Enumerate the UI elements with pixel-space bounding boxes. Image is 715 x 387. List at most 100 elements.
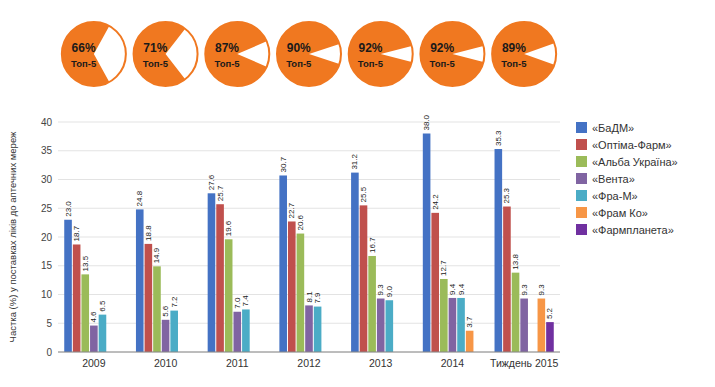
bar xyxy=(440,279,448,352)
data-label: 38.0 xyxy=(422,114,431,130)
data-label: 14.9 xyxy=(152,247,161,263)
pie-label: 66% xyxy=(72,41,96,55)
data-label: 3.7 xyxy=(465,316,474,328)
bar xyxy=(216,204,224,352)
data-label: 20.6 xyxy=(296,214,305,230)
data-label: 6.5 xyxy=(98,300,107,312)
bar xyxy=(233,312,241,352)
data-label: 31.2 xyxy=(350,153,359,169)
data-label: 18.7 xyxy=(72,225,81,241)
y-tick-label: 35 xyxy=(41,145,53,156)
y-axis-label: Частка (%) у поставках ліків до аптечних… xyxy=(7,131,18,342)
legend-label: «БаДМ» xyxy=(592,122,634,134)
bar xyxy=(314,307,322,352)
pie-wedge xyxy=(62,22,109,86)
x-tick-label: 2010 xyxy=(154,357,178,369)
data-label: 7.2 xyxy=(170,296,179,308)
bar xyxy=(73,244,81,352)
legend-label: «Альба Україна» xyxy=(592,156,678,168)
pie-label: 90% xyxy=(287,41,311,55)
bar xyxy=(423,134,431,353)
bar xyxy=(377,299,385,352)
legend-label: «Фра-М» xyxy=(592,190,638,202)
bar xyxy=(466,331,474,352)
pie-outline xyxy=(277,22,341,86)
pie-label: 87% xyxy=(215,41,239,55)
bar xyxy=(351,173,359,352)
grid-line xyxy=(58,352,560,353)
x-tick-label: Тиждень 2015 xyxy=(490,357,559,369)
pie-label: 92% xyxy=(358,41,382,55)
grid-line xyxy=(58,208,560,209)
legend-label: «Оптіма-Фарм» xyxy=(592,139,672,151)
grid-line xyxy=(58,237,560,238)
pie-label: 92% xyxy=(430,41,454,55)
data-label: 25.5 xyxy=(359,186,368,202)
pie-annotation: Топ-5 xyxy=(430,58,456,69)
bar xyxy=(360,205,368,352)
data-label: 7.4 xyxy=(241,295,250,307)
pie-annotation: Топ-5 xyxy=(286,58,312,69)
data-label: 13.8 xyxy=(511,254,520,270)
data-label: 35.3 xyxy=(494,130,503,146)
legend-swatch xyxy=(576,122,587,133)
pie-annotation: Топ-5 xyxy=(214,58,240,69)
legend-swatch xyxy=(576,190,587,201)
x-tick-label: 2014 xyxy=(441,357,465,369)
pie-annotation: Топ-5 xyxy=(501,58,527,69)
y-tick-label: 20 xyxy=(41,232,53,243)
y-tick-label: 25 xyxy=(41,203,53,214)
pie-outline xyxy=(420,22,484,86)
pie-wedge xyxy=(277,22,339,86)
pie-outline xyxy=(62,22,126,86)
pie-wedge xyxy=(349,22,412,86)
data-label: 23.0 xyxy=(64,201,73,217)
data-label: 16.7 xyxy=(368,237,377,253)
bar xyxy=(457,298,465,352)
grid-line xyxy=(58,265,560,266)
data-label: 18.8 xyxy=(144,225,153,241)
pie-label: 89% xyxy=(502,41,526,55)
bar xyxy=(279,175,287,352)
bar xyxy=(288,221,296,352)
legend-swatch xyxy=(576,207,587,218)
data-labels: 23.024.827.630.731.238.035.318.718.825.7… xyxy=(64,114,555,327)
pie-outline xyxy=(492,22,556,86)
pie-outline xyxy=(349,22,413,86)
pie-wedge xyxy=(492,22,554,86)
bar xyxy=(386,300,394,352)
legend-swatch xyxy=(576,224,587,235)
grid-line xyxy=(58,122,560,123)
data-label: 24.8 xyxy=(135,190,144,206)
bar xyxy=(162,320,170,352)
bar xyxy=(153,266,161,352)
data-label: 9.3 xyxy=(520,284,529,296)
data-label: 5.2 xyxy=(545,307,554,319)
bar xyxy=(520,299,528,352)
bar xyxy=(225,239,233,352)
bar xyxy=(90,326,98,352)
bar xyxy=(431,213,439,352)
bar xyxy=(503,207,511,352)
data-label: 9.0 xyxy=(385,286,394,298)
legend-label: «Вента» xyxy=(592,173,635,185)
data-label: 25.3 xyxy=(502,187,511,203)
grid-line xyxy=(58,179,560,180)
bar xyxy=(99,315,107,352)
data-label: 19.6 xyxy=(224,220,233,236)
data-label: 24.2 xyxy=(431,194,440,210)
data-label: 7.9 xyxy=(313,292,322,304)
x-axis-line xyxy=(58,352,560,353)
pie-outline xyxy=(205,22,269,86)
bar xyxy=(64,220,72,352)
pie-annotation: Топ-5 xyxy=(143,58,169,69)
data-label: 30.7 xyxy=(279,156,288,172)
x-tick-label: 2009 xyxy=(82,357,106,369)
bar xyxy=(546,322,554,352)
bar xyxy=(538,299,546,352)
data-label: 12.7 xyxy=(439,260,448,276)
bars xyxy=(64,134,554,353)
pie-wedge xyxy=(134,22,186,86)
legend-swatch xyxy=(576,139,587,150)
legend-label: «Фрам Ко» xyxy=(592,207,648,219)
